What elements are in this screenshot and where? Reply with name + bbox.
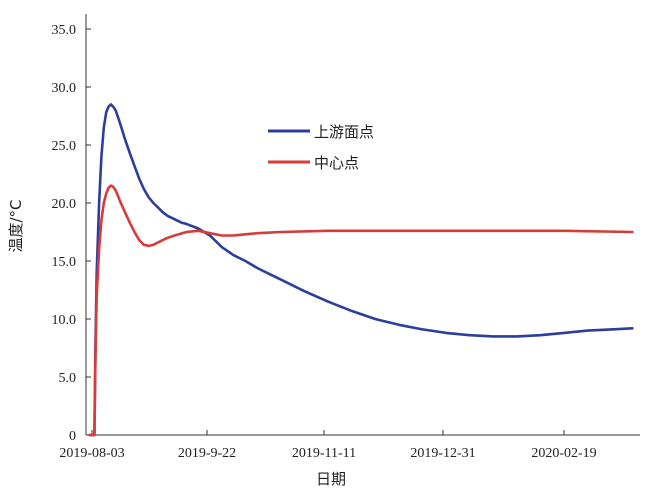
legend-label-upstream: 上游面点: [314, 123, 374, 141]
series-lines: [88, 103, 634, 437]
axes: [85, 14, 640, 436]
legend-label-center: 中心点: [314, 154, 359, 172]
y-tick-label: 25.0: [52, 139, 77, 154]
x-tick-label: 2020-02-19: [531, 446, 596, 461]
x-tick-label: 2019-08-03: [59, 446, 124, 461]
legend: 上游面点 中心点: [268, 123, 374, 172]
series-line-upstream: [88, 103, 634, 437]
y-axis-ticks: 0 5.0 10.0 15.0 20.0 25.0 30.0 35.0: [52, 23, 91, 444]
y-tick-label: 35.0: [52, 23, 77, 38]
y-tick-label: 10.0: [52, 313, 77, 328]
y-tick-label: 15.0: [52, 255, 77, 270]
series-line-center: [88, 184, 634, 437]
y-tick-label: 0: [69, 429, 76, 444]
x-axis-ticks: 2019-08-03 2019-9-22 2019-11-11 2019-12-31 2…: [59, 430, 597, 461]
y-tick-label: 20.0: [52, 197, 77, 212]
y-tick-label: 30.0: [52, 81, 77, 96]
x-axis-title: 日期: [316, 470, 346, 488]
x-tick-label: 2019-12-31: [410, 446, 475, 461]
x-tick-label: 2019-9-22: [178, 446, 236, 461]
y-tick-label: 5.0: [59, 371, 77, 386]
y-axis-title: 温度/°C: [7, 199, 25, 252]
x-tick-label: 2019-11-11: [292, 446, 356, 461]
